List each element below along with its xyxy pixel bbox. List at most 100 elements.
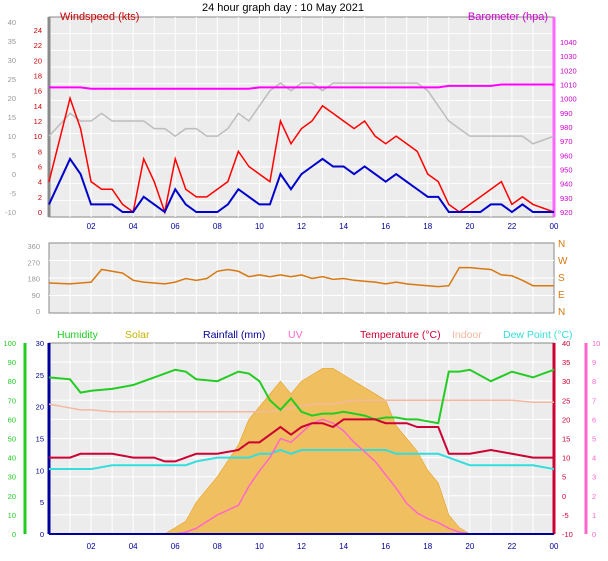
humidity-tick: 0 (12, 530, 16, 539)
wind-inner-tick: 0 (38, 208, 42, 217)
x-tick-label: 20 (465, 542, 474, 551)
legend-item: Solar (125, 329, 150, 341)
barometer-tick: 960 (560, 151, 573, 160)
wind-left-tick: 35 (8, 37, 16, 46)
x-tick-label: 22 (507, 222, 516, 231)
humidity-tick: 60 (8, 415, 16, 424)
x-tick-label: 08 (213, 542, 222, 551)
graph-title: 24 hour graph day : 10 May 2021 (202, 2, 364, 14)
uv-tick: 1 (592, 511, 596, 520)
compass-label: W (558, 256, 568, 267)
barometer-tick: 920 (560, 208, 573, 217)
temp-series (48, 368, 555, 535)
compass-label: N (558, 239, 565, 250)
rainfall-tick: 25 (36, 371, 44, 380)
wind-left-tick: 40 (8, 18, 16, 27)
temperature-tick: 15 (562, 435, 570, 444)
x-tick-label: 06 (171, 222, 180, 231)
temperature-tick: 25 (562, 396, 570, 405)
temperature-tick: 35 (562, 358, 570, 367)
gust-line (48, 82, 555, 145)
wind-inner-tick: 24 (34, 26, 42, 35)
humidity-tick: 20 (8, 492, 16, 501)
rainfall-tick: 5 (40, 498, 44, 507)
x-tick-label: 02 (87, 542, 96, 551)
rainfall-tick: 0 (40, 530, 44, 539)
direction-series (48, 266, 554, 288)
barometer-tick: 930 (560, 194, 573, 203)
x-tick-label: 08 (213, 222, 222, 231)
direction-line (48, 266, 554, 288)
temp-ticks: 1009080706050403020100302520151050403530… (3, 339, 600, 539)
x-tick-label: 12 (297, 542, 306, 551)
x-tick-label: 10 (255, 222, 264, 231)
barometer-tick: 950 (560, 166, 573, 175)
rainfall-tick: 10 (36, 466, 44, 475)
direction-tick: 0 (36, 307, 40, 316)
x-tick-label: 18 (423, 222, 432, 231)
barometer-label: Barometer (hpa) (468, 11, 548, 23)
windspeed-label: Windspeed (kts) (60, 11, 139, 23)
x-tick-label: 12 (297, 222, 306, 231)
x-tick-label: 22 (507, 542, 516, 551)
barometer-tick: 1000 (560, 95, 577, 104)
x-tick-label: 16 (381, 542, 390, 551)
wind-inner-tick: 2 (38, 193, 42, 202)
uv-tick: 4 (592, 454, 596, 463)
wind-inner-tick: 6 (38, 163, 42, 172)
wind-left-tick: -5 (9, 189, 16, 198)
x-tick-label: 00 (550, 542, 559, 551)
wind-average-line (48, 156, 554, 214)
barometer-line (49, 83, 554, 90)
direction-grid (49, 243, 554, 313)
uv-tick: 8 (592, 377, 596, 386)
wind-left-tick: 15 (8, 113, 16, 122)
x-tick-label: 06 (171, 542, 180, 551)
barometer-ticks: 1040 1030 1020 1010 1000 990 980 970 960 950 940 93… (560, 38, 577, 217)
humidity-line (48, 368, 555, 425)
barometer-tick: 1020 (560, 66, 577, 75)
legend-item: UV (288, 329, 303, 341)
uv-tick: 2 (592, 492, 596, 501)
humidity-tick: 50 (8, 435, 16, 444)
uv-tick: 10 (592, 339, 600, 348)
temperature-tick: -10 (562, 530, 573, 539)
uv-tick: 3 (592, 473, 596, 482)
barometer-tick: 1040 (560, 38, 577, 47)
humidity-tick: 70 (8, 396, 16, 405)
temperature-tick: 0 (562, 492, 566, 501)
temp-x-ticks: 02 04 06 08 10 12 14 16 18 20 22 00 (87, 542, 559, 551)
temp-legend: Humidity Solar Rainfall (mm) UV Temperature … (57, 329, 573, 341)
x-tick-label: 10 (255, 542, 264, 551)
rainfall-tick: 15 (36, 435, 44, 444)
direction-tick: 360 (27, 242, 40, 251)
humidity-tick: 30 (8, 473, 16, 482)
barometer-tick: 1030 (560, 52, 577, 61)
legend-item: Rainfall (mm) (203, 329, 265, 341)
legend-item: Humidity (57, 329, 99, 341)
barometer-tick: 940 (560, 180, 573, 189)
temperature-tick: 30 (562, 377, 570, 386)
wind-left-tick: -10 (5, 208, 16, 217)
wind-inner-tick: 8 (38, 147, 42, 156)
wind-left-tick: 20 (8, 94, 16, 103)
x-tick-label: 04 (129, 222, 138, 231)
compass-label: N (558, 307, 565, 318)
x-tick-label: 00 (550, 222, 559, 231)
direction-left-ticks: 360 270 180 90 0 (27, 242, 40, 316)
wind-series (48, 82, 555, 215)
humidity-tick: 100 (3, 339, 16, 348)
uv-tick: 5 (592, 435, 596, 444)
x-tick-label: 18 (423, 542, 432, 551)
uv-tick: 9 (592, 358, 596, 367)
wind-inner-tick: 18 (34, 72, 42, 81)
legend-item: Dew Point (°C) (503, 329, 573, 341)
x-tick-label: 16 (381, 222, 390, 231)
x-tick-label: 14 (339, 222, 348, 231)
temperature-tick: -5 (562, 511, 569, 520)
wind-inner-tick: 10 (34, 132, 42, 141)
humidity-tick: 40 (8, 454, 16, 463)
uv-tick: 0 (592, 530, 596, 539)
